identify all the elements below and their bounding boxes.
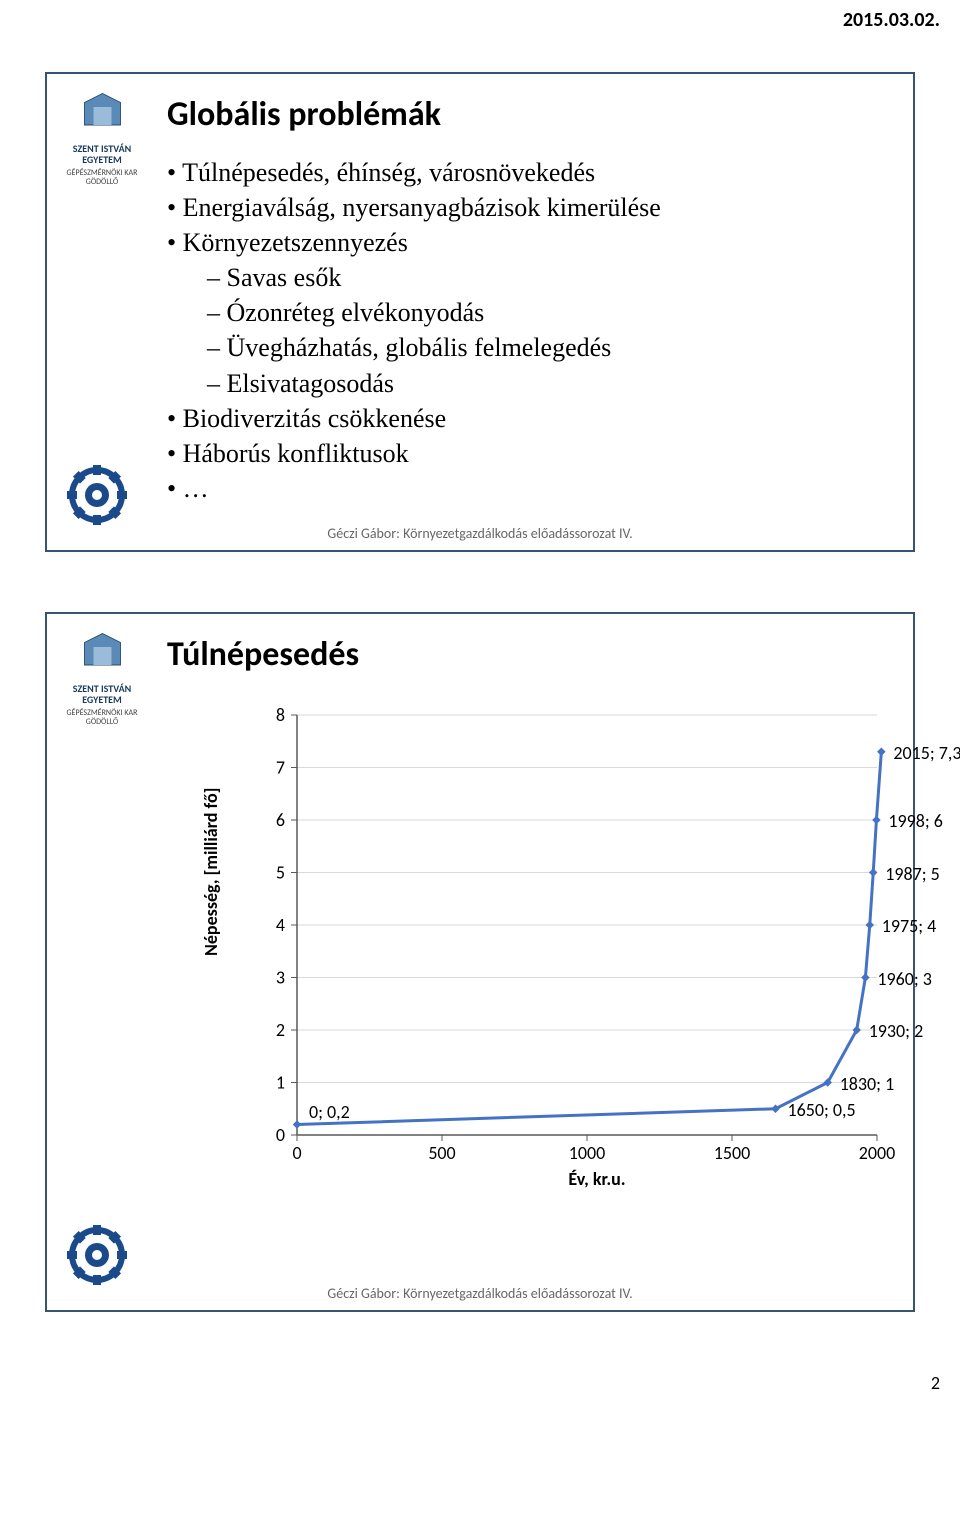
- university-name: SZENT ISTVÁN EGYETEM: [62, 683, 142, 705]
- bullet-item: Túlnépesedés, éhínség, városnövekedés: [167, 155, 883, 190]
- bullet-item: Háborús konfliktusok: [167, 436, 883, 471]
- logo-column: SZENT ISTVÁN EGYETEM GÉPÉSZMÉRNÖKI KAR G…: [62, 629, 142, 727]
- data-point-label: 1998; 6: [888, 810, 943, 832]
- svg-text:1500: 1500: [714, 1142, 751, 1164]
- slide-global-problems: SZENT ISTVÁN EGYETEM GÉPÉSZMÉRNÖKI KAR G…: [45, 72, 915, 552]
- sub-bullet-item: Savas esők: [207, 260, 883, 295]
- data-point-label: 1975; 4: [882, 915, 937, 937]
- university-logo-icon: [80, 89, 125, 134]
- svg-text:0: 0: [292, 1142, 301, 1164]
- slide-overpopulation: SZENT ISTVÁN EGYETEM GÉPÉSZMÉRNÖKI KAR G…: [45, 612, 915, 1312]
- sub-bullet-item: Üvegházhatás, globális felmelegedés: [207, 330, 883, 365]
- svg-text:0: 0: [276, 1124, 285, 1146]
- svg-text:3: 3: [276, 967, 285, 989]
- data-point-label: 1987; 5: [885, 863, 940, 885]
- data-point-label: 1930; 2: [869, 1020, 924, 1042]
- logo-column: SZENT ISTVÁN EGYETEM GÉPÉSZMÉRNÖKI KAR G…: [62, 89, 142, 187]
- population-chart: 0123456780500100015002000 Népesség, [mil…: [237, 695, 957, 1195]
- svg-text:7: 7: [276, 757, 285, 779]
- data-point-label: 1830; 1: [840, 1073, 895, 1095]
- bullet-item: Biodiverzitás csökkenése: [167, 401, 883, 436]
- slide-title: Globális problémák: [167, 94, 883, 135]
- data-point-label: 1650; 0,5: [788, 1099, 856, 1121]
- data-point-label: 0; 0,2: [309, 1101, 350, 1123]
- svg-text:500: 500: [428, 1142, 455, 1164]
- slide-title: Túlnépesedés: [167, 634, 883, 675]
- data-point-label: 1960; 3: [877, 968, 932, 990]
- bullet-item: Energiaválság, nyersanyagbázisok kimerül…: [167, 190, 883, 225]
- university-name: SZENT ISTVÁN EGYETEM: [62, 143, 142, 165]
- gear-logo-icon: [67, 465, 127, 525]
- slide-footer: Géczi Gábor: Környezetgazdálkodás előadá…: [47, 525, 913, 542]
- svg-text:1000: 1000: [569, 1142, 606, 1164]
- bullet-item: …: [167, 471, 883, 506]
- sub-bullet-item: Elsivatagosodás: [207, 366, 883, 401]
- date-header: 2015.03.02.: [0, 0, 960, 32]
- faculty-name: GÉPÉSZMÉRNÖKI KAR GÖDÖLLŐ: [62, 169, 142, 187]
- y-axis-label: Népesség, [milliárd fő]: [200, 788, 222, 956]
- sub-bullet-item: Ózonréteg elvékonyodás: [207, 295, 883, 330]
- bullet-item: Környezetszennyezés: [167, 225, 883, 260]
- svg-text:2000: 2000: [859, 1142, 896, 1164]
- university-logo-icon: [80, 629, 125, 674]
- bullet-list: Túlnépesedés, éhínség, városnövekedés En…: [167, 155, 883, 506]
- svg-text:1: 1: [276, 1072, 285, 1094]
- page-number: 2: [0, 1372, 960, 1414]
- svg-text:2: 2: [276, 1019, 285, 1041]
- slide-footer: Géczi Gábor: Környezetgazdálkodás előadá…: [47, 1285, 913, 1302]
- sub-bullet-list: Savas esők Ózonréteg elvékonyodás Üveghá…: [207, 260, 883, 400]
- svg-text:6: 6: [276, 809, 285, 831]
- gear-logo-icon: [67, 1225, 127, 1285]
- svg-text:8: 8: [276, 704, 285, 726]
- data-point-label: 2015; 7,3: [893, 742, 960, 764]
- faculty-name: GÉPÉSZMÉRNÖKI KAR GÖDÖLLŐ: [62, 709, 142, 727]
- x-axis-label: Év, kr.u.: [237, 1168, 957, 1190]
- svg-text:5: 5: [276, 862, 285, 884]
- svg-text:4: 4: [276, 914, 285, 936]
